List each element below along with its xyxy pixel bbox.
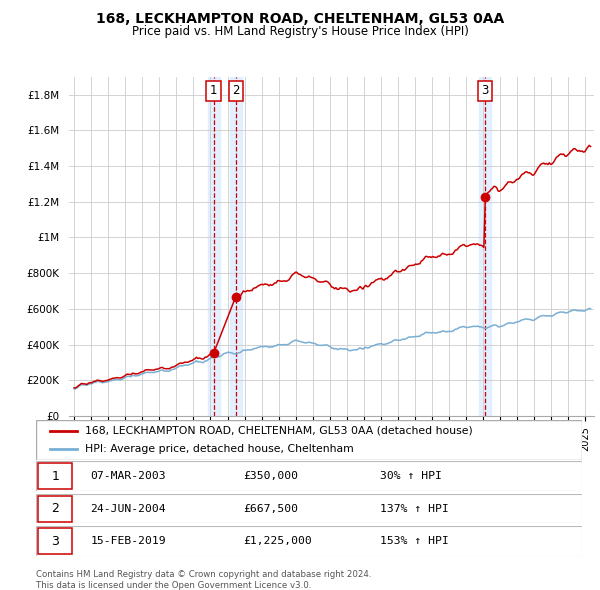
Text: 07-MAR-2003: 07-MAR-2003: [91, 471, 166, 481]
FancyBboxPatch shape: [38, 528, 72, 554]
Text: 15-FEB-2019: 15-FEB-2019: [91, 536, 166, 546]
Text: 2: 2: [51, 502, 59, 515]
Text: 1: 1: [210, 84, 217, 97]
FancyBboxPatch shape: [36, 494, 582, 523]
Text: 168, LECKHAMPTON ROAD, CHELTENHAM, GL53 0AA (detached house): 168, LECKHAMPTON ROAD, CHELTENHAM, GL53 …: [85, 426, 473, 436]
Text: 2: 2: [232, 84, 239, 97]
Bar: [230, 77, 242, 416]
Text: 30% ↑ HPI: 30% ↑ HPI: [380, 471, 442, 481]
Text: Contains HM Land Registry data © Crown copyright and database right 2024.: Contains HM Land Registry data © Crown c…: [36, 570, 371, 579]
FancyBboxPatch shape: [36, 420, 582, 460]
Text: This data is licensed under the Open Government Licence v3.0.: This data is licensed under the Open Gov…: [36, 581, 311, 589]
Text: Price paid vs. HM Land Registry's House Price Index (HPI): Price paid vs. HM Land Registry's House …: [131, 25, 469, 38]
Bar: [208, 77, 220, 416]
Text: 1: 1: [51, 470, 59, 483]
Text: £350,000: £350,000: [244, 471, 298, 481]
FancyBboxPatch shape: [38, 463, 72, 489]
FancyBboxPatch shape: [36, 526, 582, 556]
FancyBboxPatch shape: [36, 461, 582, 491]
Text: £667,500: £667,500: [244, 504, 298, 513]
FancyBboxPatch shape: [38, 496, 72, 522]
Text: HPI: Average price, detached house, Cheltenham: HPI: Average price, detached house, Chel…: [85, 444, 354, 454]
Text: 137% ↑ HPI: 137% ↑ HPI: [380, 504, 449, 513]
Text: 3: 3: [482, 84, 489, 97]
Text: 153% ↑ HPI: 153% ↑ HPI: [380, 536, 449, 546]
Text: £1,225,000: £1,225,000: [244, 536, 312, 546]
Text: 24-JUN-2004: 24-JUN-2004: [91, 504, 166, 513]
Text: 168, LECKHAMPTON ROAD, CHELTENHAM, GL53 0AA: 168, LECKHAMPTON ROAD, CHELTENHAM, GL53 …: [96, 12, 504, 26]
Bar: [479, 77, 491, 416]
Text: 3: 3: [51, 535, 59, 548]
